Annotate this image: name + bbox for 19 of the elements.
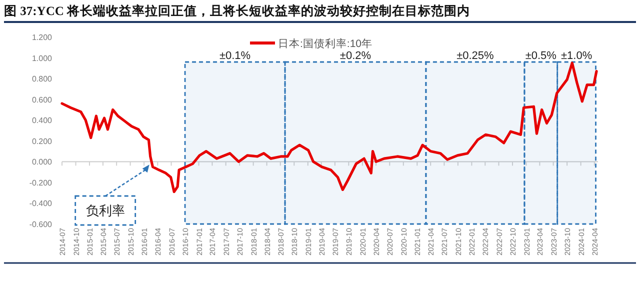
band-label: ±0.25%: [456, 50, 494, 62]
annotation: 负利率: [86, 203, 125, 218]
y-tick-label: 0.800: [32, 74, 53, 84]
band-label: ±0.2%: [340, 50, 372, 62]
y-tick-label: -0.400: [29, 199, 53, 208]
y-tick-label: 0.400: [32, 116, 53, 126]
line-series: [60, 62, 598, 194]
y-tick-label: 1.200: [32, 33, 53, 42]
y-tick-label: 0.600: [32, 95, 53, 104]
band-label: ±0.1%: [219, 50, 251, 62]
y-tick-label: -0.200: [29, 178, 53, 188]
y-tick-label: -0.600: [29, 220, 53, 229]
legend-label: 日本:国债利率:10年: [278, 37, 373, 50]
band-label: ±0.5%: [525, 50, 557, 62]
y-tick-label: 0.000: [32, 158, 53, 167]
chart-title: 图 37:YCC 将长端收益率拉回正值，且将长短收益率的波动较好控制在目标范围内: [4, 3, 470, 18]
y-tick-label: 0.200: [32, 136, 53, 146]
y-tick-label: 1.000: [32, 54, 53, 63]
band-label: ±1.0%: [560, 50, 592, 62]
